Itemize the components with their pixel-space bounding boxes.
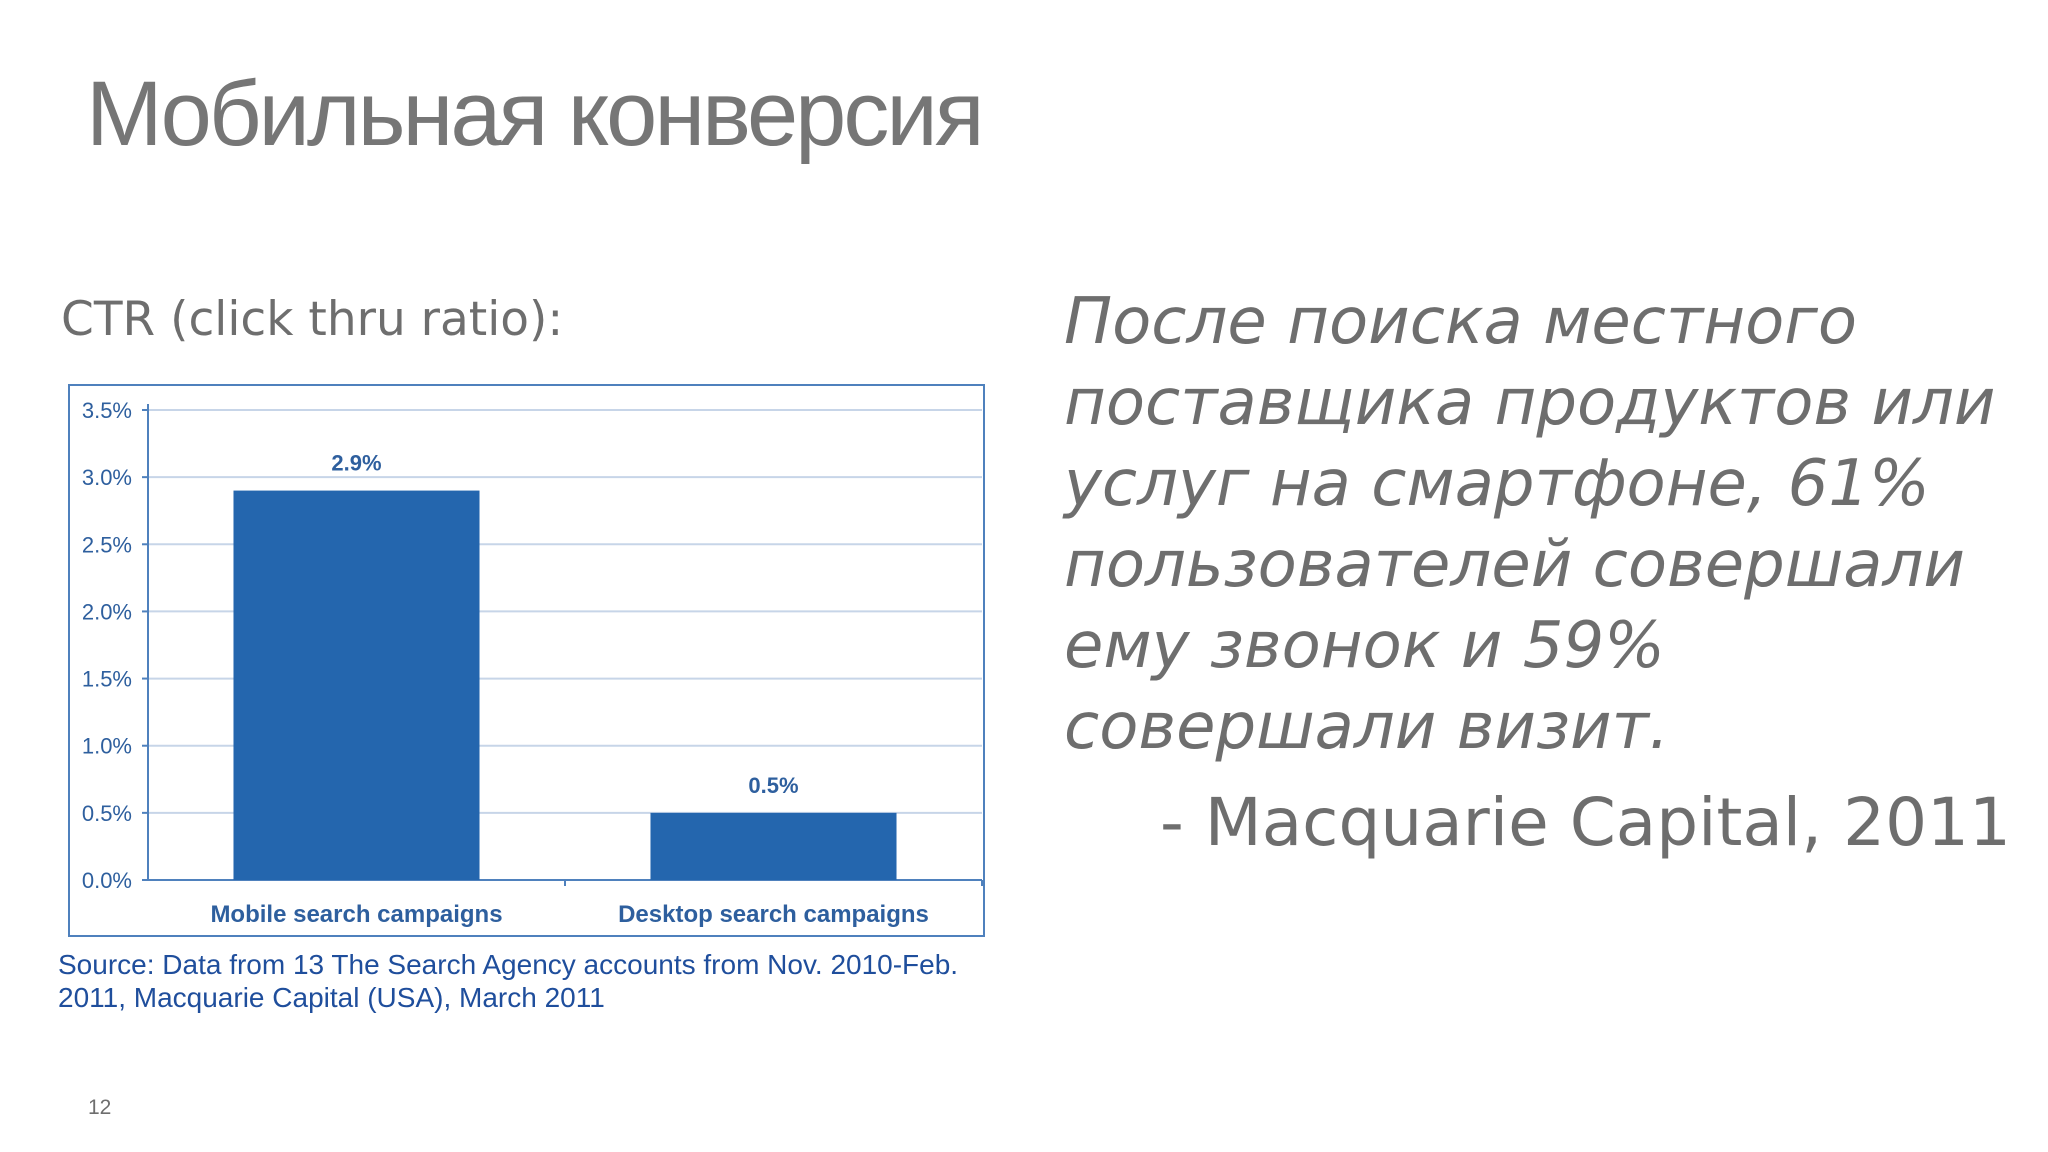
y-tick-label: 3.0%	[82, 465, 132, 490]
y-tick-label: 2.5%	[82, 532, 132, 557]
quote-text: После поиска местного поставщика продукт…	[1064, 285, 1996, 764]
bar-desktop	[650, 812, 897, 880]
y-tick-label: 1.0%	[82, 734, 132, 759]
quote-attribution: - Macquarie Capital, 2011	[1160, 784, 2012, 861]
x-category-label: Mobile search campaigns	[210, 901, 502, 928]
y-tick-label: 2.0%	[82, 599, 132, 624]
bar-mobile	[233, 490, 480, 880]
ctr-label: CTR (click thru ratio):	[61, 292, 564, 347]
slide-title: Мобильная конверсия	[86, 63, 985, 165]
x-category-label: Desktop search campaigns	[618, 901, 929, 928]
y-tick-label: 1.5%	[82, 667, 132, 692]
y-tick-label: 3.5%	[82, 398, 132, 423]
chart-source-note: Source: Data from 13 The Search Agency a…	[58, 949, 959, 1013]
ctr-bar-chart: 0.0% 0.5% 1.0% 1.5% 2.0% 2.5% 3.0% 3.5% 2.9% Mobi…	[82, 398, 983, 928]
chart-labels: 0.0% 0.5% 1.0% 1.5% 2.0% 2.5% 3.0% 3.5% 2.9% Mobi…	[82, 398, 929, 928]
y-tick-label: 0.5%	[82, 801, 132, 826]
bar-value-label: 0.5%	[748, 773, 798, 798]
bar-value-label: 2.9%	[331, 451, 381, 476]
chart-bars	[233, 490, 897, 880]
page-number: 12	[88, 1096, 112, 1119]
y-tick-label: 0.0%	[82, 868, 132, 893]
